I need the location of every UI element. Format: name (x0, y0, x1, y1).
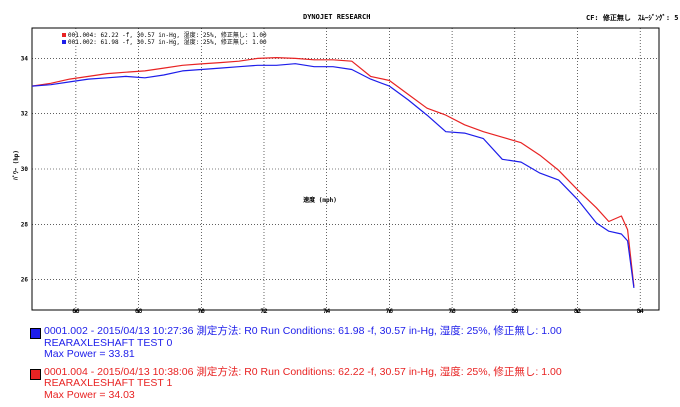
y-tick-label: 32 (21, 111, 29, 118)
run-name-002: REARAXLESHAFT TEST 0 (44, 336, 173, 349)
x-tick-label: 68 (135, 308, 143, 315)
cf-info: CF: 修正無し ｽﾑｰｼﾞﾝｸﾞ: 5 (586, 14, 679, 22)
x-tick-label: 76 (386, 308, 394, 315)
series-lines (31, 57, 635, 288)
dyno-chart: 66 68 70 72 74 76 78 80 82 84 26 28 30 32 34 速度 (mph) ﾊﾟ… (12, 27, 660, 315)
inset-swatch-002 (62, 40, 66, 44)
chart-title: DYNOJET RESEARCH (303, 13, 371, 21)
run-line-004: 0001.004 - 2015/04/13 10:38:06 測定方法: R0 … (44, 365, 562, 378)
series-line-001-002 (31, 63, 635, 288)
run-name-004: REARAXLESHAFT TEST 1 (44, 377, 173, 389)
x-tick-label: 84 (637, 308, 645, 315)
y-axis-label: ﾊﾟﾜｰ (hp) (12, 150, 20, 181)
x-tick-label: 72 (260, 308, 268, 315)
inset-legend-004: 001.004: 62.22 -f, 30.57 in-Hg, 湿度: 25%,… (68, 31, 267, 39)
run-max-power-002: Max Power = 33.81 (44, 348, 135, 360)
axes: 66 68 70 72 74 76 78 80 82 84 26 28 30 32 34 速度 (mph) ﾊﾟ… (12, 55, 644, 315)
run-line-002: 0001.002 - 2015/04/13 10:27:36 測定方法: R0 … (44, 325, 562, 337)
inset-legend-002: 001.002: 61.98 -f, 30.57 in-Hg, 湿度: 25%,… (68, 38, 267, 46)
inset-swatch-004 (62, 33, 66, 37)
run-swatch-002 (30, 328, 41, 339)
run-swatch-004 (30, 368, 41, 380)
x-axis-label: 速度 (mph) (303, 196, 337, 204)
run-record-002: 0001.002 - 2015/04/13 10:27:36 測定方法: R0 … (30, 325, 670, 361)
x-tick-label: 80 (511, 308, 519, 315)
y-tick-label: 30 (21, 166, 29, 173)
x-tick-label: 70 (198, 308, 206, 315)
y-tick-label: 26 (21, 277, 29, 284)
x-tick-label: 66 (72, 308, 80, 315)
plot-area (31, 27, 660, 311)
x-tick-label: 78 (448, 308, 456, 315)
grid (32, 28, 659, 310)
x-tick-label: 82 (574, 308, 582, 315)
y-tick-label: 28 (21, 221, 29, 228)
y-tick-label: 34 (21, 55, 29, 62)
x-tick-label: 74 (323, 308, 331, 315)
series-line-001-004 (31, 57, 635, 287)
run-max-power-004: Max Power = 34.03 (44, 388, 135, 401)
run-legend: 0001.002 - 2015/04/13 10:27:36 測定方法: R0 … (30, 325, 670, 407)
run-record-004: 0001.004 - 2015/04/13 10:38:06 測定方法: R0 … (30, 365, 670, 402)
inset-legend: 001.004: 62.22 -f, 30.57 in-Hg, 湿度: 25%,… (62, 31, 267, 46)
